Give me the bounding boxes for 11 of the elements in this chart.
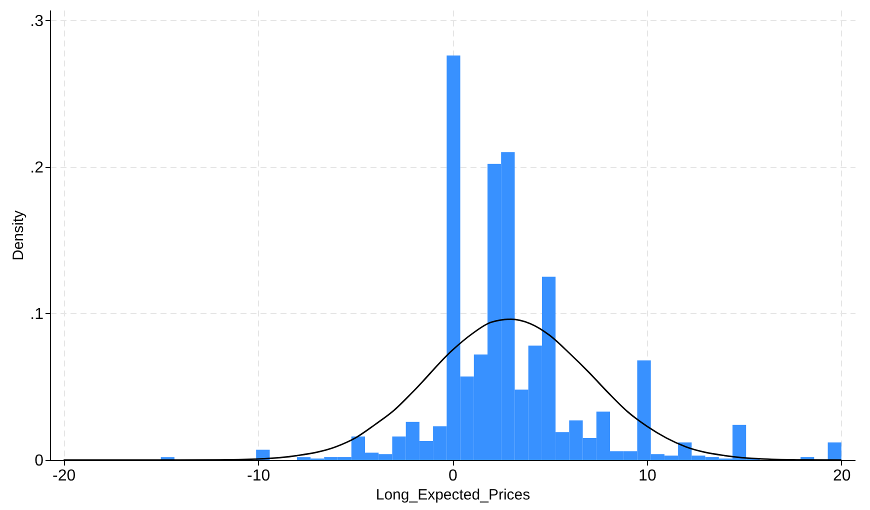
x-axis-title: Long_Expected_Prices bbox=[376, 486, 530, 504]
y-tick-label: .3 bbox=[30, 12, 44, 30]
x-tick-label: 20 bbox=[832, 468, 851, 484]
x-tick-label: 10 bbox=[638, 468, 656, 484]
y-tick-label: 0 bbox=[34, 452, 44, 470]
y-tick-label: .1 bbox=[30, 306, 44, 323]
x-tick-label: -10 bbox=[246, 468, 270, 484]
y-axis-title: Density bbox=[10, 210, 28, 261]
x-tick-label: -20 bbox=[52, 468, 76, 484]
y-tick-label: .2 bbox=[30, 159, 44, 176]
x-tick-label: 0 bbox=[448, 468, 458, 484]
